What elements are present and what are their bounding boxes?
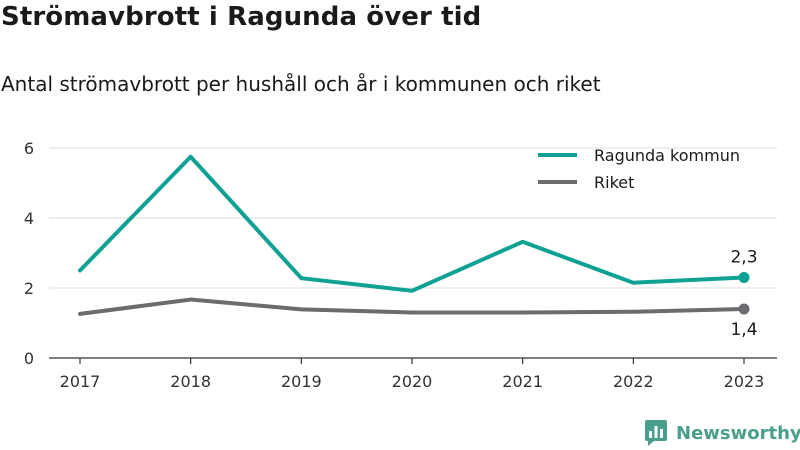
legend-label-1: Riket [594, 173, 634, 192]
series-end-point-1 [738, 303, 750, 315]
y-tick-label: 0 [24, 349, 34, 368]
chart-subtitle: Antal strömavbrott per hushåll och år i … [1, 72, 601, 96]
y-tick-label: 2 [24, 279, 34, 298]
x-tick-label: 2018 [170, 372, 211, 391]
series-line-1 [78, 297, 746, 316]
series-end-label-1: 1,4 [730, 320, 757, 340]
y-tick-label: 6 [24, 139, 34, 158]
chart-title: Strömavbrott i Ragunda över tid [1, 2, 482, 32]
x-tick-label: 2022 [613, 372, 654, 391]
brand-logo: Newsworthy [644, 419, 800, 447]
x-tick-label: 2019 [281, 372, 322, 391]
newsworthy-logo-icon [645, 420, 667, 446]
series-end-point-0 [738, 272, 750, 283]
y-tick-label: 4 [24, 209, 34, 228]
x-tick-label: 2023 [724, 372, 765, 391]
x-tick-label: 2021 [502, 372, 543, 391]
legend-label-0: Ragunda kommun [594, 146, 740, 165]
series-line-0 [78, 154, 746, 293]
series-end-label-0: 2,3 [730, 248, 757, 268]
x-tick-label: 2020 [392, 372, 433, 391]
brand-name: Newsworthy [676, 422, 800, 444]
x-tick-label: 2017 [60, 372, 101, 391]
